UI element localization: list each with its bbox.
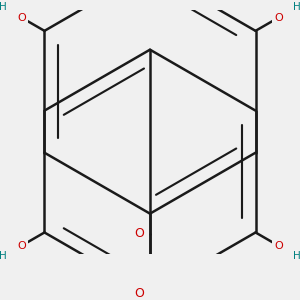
Text: O: O bbox=[17, 241, 26, 251]
Text: H: H bbox=[0, 2, 7, 12]
Text: O: O bbox=[135, 287, 145, 300]
Text: O: O bbox=[274, 241, 283, 251]
Text: O: O bbox=[274, 13, 283, 22]
Text: H: H bbox=[0, 251, 7, 261]
Text: H: H bbox=[293, 2, 300, 12]
Text: H: H bbox=[293, 251, 300, 261]
Text: O: O bbox=[17, 13, 26, 22]
Text: O: O bbox=[135, 227, 145, 240]
